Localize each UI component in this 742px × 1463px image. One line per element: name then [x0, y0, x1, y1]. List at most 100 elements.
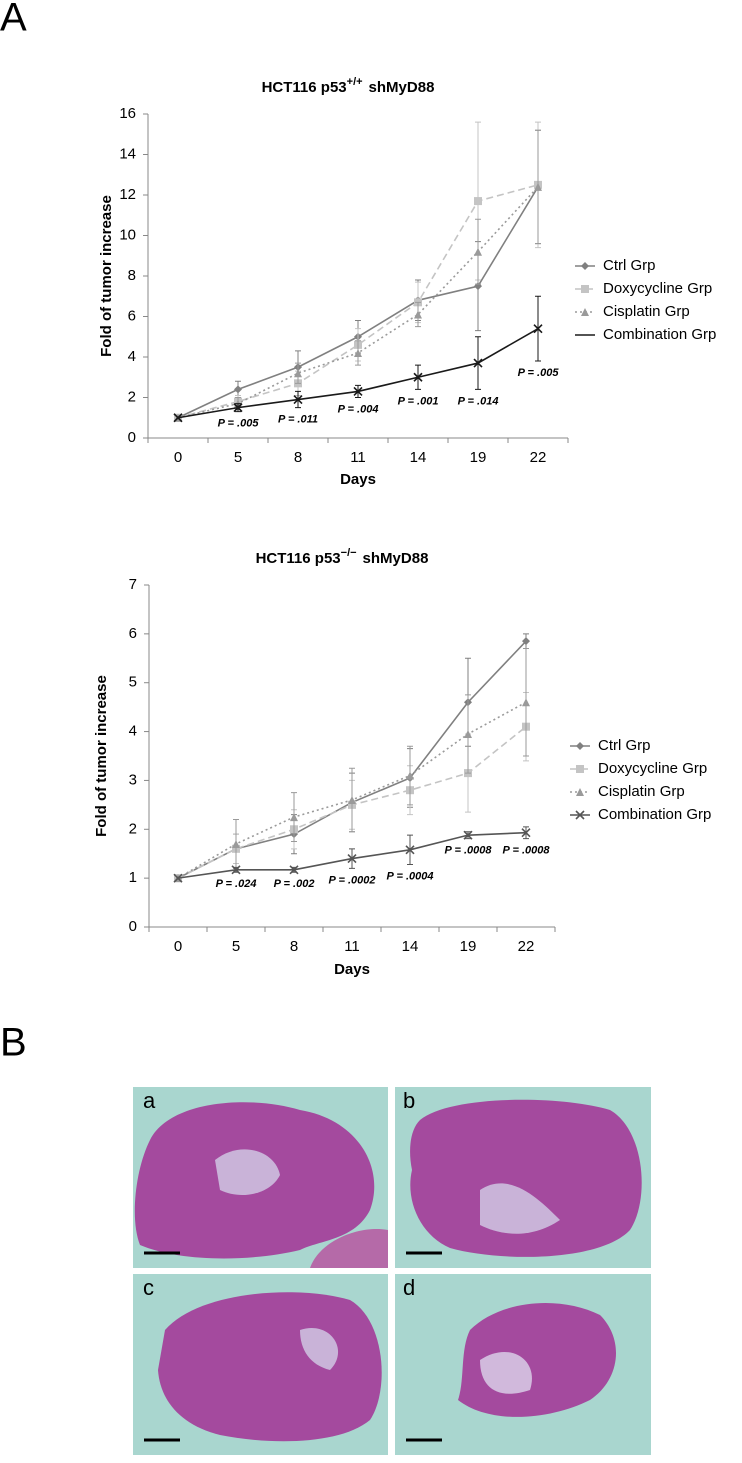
p-value: P = .0004: [387, 870, 434, 882]
marker: [522, 698, 530, 707]
y-tick-label: 8: [128, 267, 136, 284]
y-tick-label: 6: [129, 625, 137, 642]
panel-sublabel: a: [143, 1088, 156, 1113]
p-value: P = .0002: [329, 874, 376, 886]
histology-grid: a b c d: [133, 1087, 651, 1455]
y-tick-label: 2: [129, 820, 137, 837]
marker: [581, 285, 589, 293]
marker: [405, 845, 415, 855]
y-axis-label: Fold of tumor increase: [93, 675, 110, 837]
legend-label: Cisplatin Grp: [598, 783, 685, 800]
series-line: [177, 186, 539, 419]
marker: [576, 788, 584, 796]
x-tick-label: 8: [290, 938, 298, 955]
marker: [233, 403, 243, 413]
marker: [575, 810, 585, 820]
y-tick-label: 1: [129, 869, 137, 886]
y-tick-label: 4: [128, 348, 136, 365]
legend-label: Doxycycline Grp: [598, 760, 707, 777]
p-value: P = .001: [398, 395, 439, 407]
marker: [576, 765, 584, 773]
marker: [294, 369, 302, 378]
x-tick-label: 5: [232, 938, 240, 955]
tissue: [410, 1099, 642, 1257]
legend-label: Ctrl Grp: [598, 737, 651, 754]
y-tick-label: 10: [119, 226, 136, 243]
marker: [534, 182, 542, 191]
chart-title: HCT116 p53+/+ shMyD88: [262, 76, 435, 96]
marker: [348, 795, 356, 804]
y-tick-label: 14: [119, 145, 136, 162]
x-axis-label: Days: [340, 471, 376, 488]
x-tick-label: 0: [174, 938, 182, 955]
y-tick-label: 6: [128, 307, 136, 324]
panel-sublabel: c: [143, 1275, 154, 1300]
legend-label: Doxycycline Grp: [603, 280, 712, 297]
p-value: P = .002: [274, 878, 315, 890]
series-line: [177, 640, 527, 879]
title-part: +/+: [347, 76, 363, 88]
marker: [474, 247, 482, 256]
marker: [464, 730, 472, 739]
x-tick-label: 0: [174, 449, 182, 466]
legend-label: Combination Grp: [603, 326, 716, 343]
y-tick-label: 16: [119, 105, 136, 122]
title-part: shMyD88: [369, 79, 435, 96]
panel-label: B: [0, 1021, 27, 1065]
tissue: [310, 1229, 388, 1268]
marker: [521, 828, 531, 838]
marker: [173, 873, 183, 883]
tissue-necrosis: [215, 1149, 280, 1195]
x-tick-label: 11: [344, 938, 360, 955]
panel-label: A: [0, 0, 27, 40]
marker: [463, 830, 473, 840]
p-value: P = .024: [216, 878, 257, 890]
series-line: [177, 184, 539, 419]
marker: [413, 372, 423, 382]
x-tick-label: 22: [530, 449, 547, 466]
y-tick-label: 2: [128, 388, 136, 405]
legend-label: Cisplatin Grp: [603, 303, 690, 320]
y-tick-label: 12: [119, 186, 136, 203]
y-tick-label: 0: [128, 429, 136, 446]
tissue: [158, 1292, 382, 1442]
marker: [474, 197, 482, 206]
p-value: P = .005: [218, 418, 260, 430]
marker: [581, 262, 589, 270]
marker: [289, 865, 299, 875]
marker: [293, 394, 303, 405]
marker: [232, 839, 240, 848]
title-part: −/−: [341, 547, 357, 559]
p-value: P = .005: [518, 367, 560, 379]
x-tick-label: 14: [410, 449, 427, 466]
marker: [173, 413, 183, 423]
x-tick-label: 8: [294, 449, 302, 466]
y-tick-label: 5: [129, 674, 137, 691]
marker: [522, 637, 530, 646]
x-tick-label: 14: [402, 938, 419, 955]
marker: [406, 771, 414, 780]
x-tick-label: 22: [518, 938, 535, 955]
marker: [347, 854, 357, 864]
p-value: P = .014: [458, 395, 499, 407]
title-part: shMyD88: [363, 550, 429, 567]
marker: [581, 308, 589, 316]
panel-sublabel: d: [403, 1275, 415, 1300]
marker: [533, 324, 543, 334]
marker: [473, 358, 483, 368]
legend-label: Combination Grp: [598, 806, 711, 823]
p-value: P = .011: [278, 414, 318, 426]
y-tick-label: 7: [129, 576, 137, 593]
marker: [354, 348, 362, 357]
p-value: P = .004: [338, 403, 379, 415]
tissue-necrosis: [480, 1183, 560, 1234]
tissue-necrosis: [480, 1351, 532, 1394]
x-tick-label: 19: [470, 449, 487, 466]
x-tick-label: 19: [460, 938, 477, 955]
marker: [234, 385, 242, 394]
marker: [231, 865, 241, 875]
p-value: P = .0008: [445, 844, 493, 856]
tissue-necrosis: [300, 1328, 339, 1370]
marker: [353, 386, 363, 396]
